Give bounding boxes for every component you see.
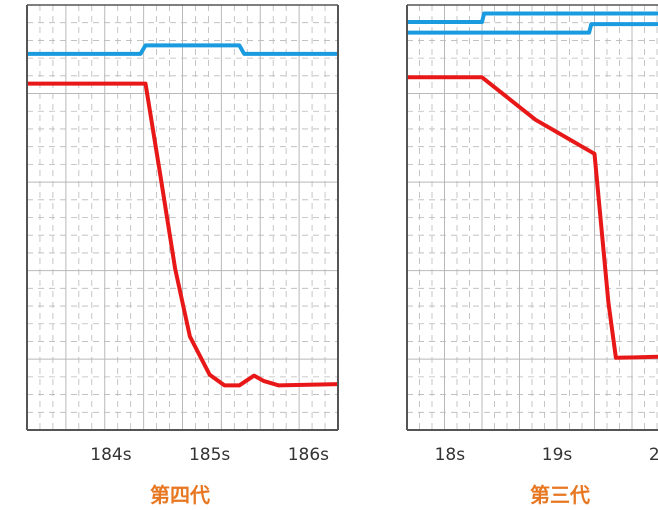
x-tick-label: 19s xyxy=(542,445,573,465)
chart-caption: 第三代 xyxy=(530,483,590,507)
red-series-line-2 xyxy=(27,81,338,388)
chart-panel-1: 184s 185s 186s 第四代 xyxy=(26,4,339,507)
chart-panel-2: 18s 19s 20s 第三代 xyxy=(406,4,658,507)
x-tick-label: 186s xyxy=(288,445,329,465)
blue-series-line-1 xyxy=(27,43,338,56)
blue-series-line-2 xyxy=(407,22,658,35)
x-tick-label: 185s xyxy=(189,445,230,465)
x-tick-label: 184s xyxy=(90,445,131,465)
chart-caption: 第四代 xyxy=(150,483,210,507)
plot-area xyxy=(27,5,338,430)
plot-area xyxy=(407,5,658,430)
x-tick-label: 18s xyxy=(435,445,466,465)
blue-series-line-1 xyxy=(407,11,658,24)
red-series-line-3 xyxy=(407,75,658,360)
x-tick-label: 20s xyxy=(649,445,658,465)
